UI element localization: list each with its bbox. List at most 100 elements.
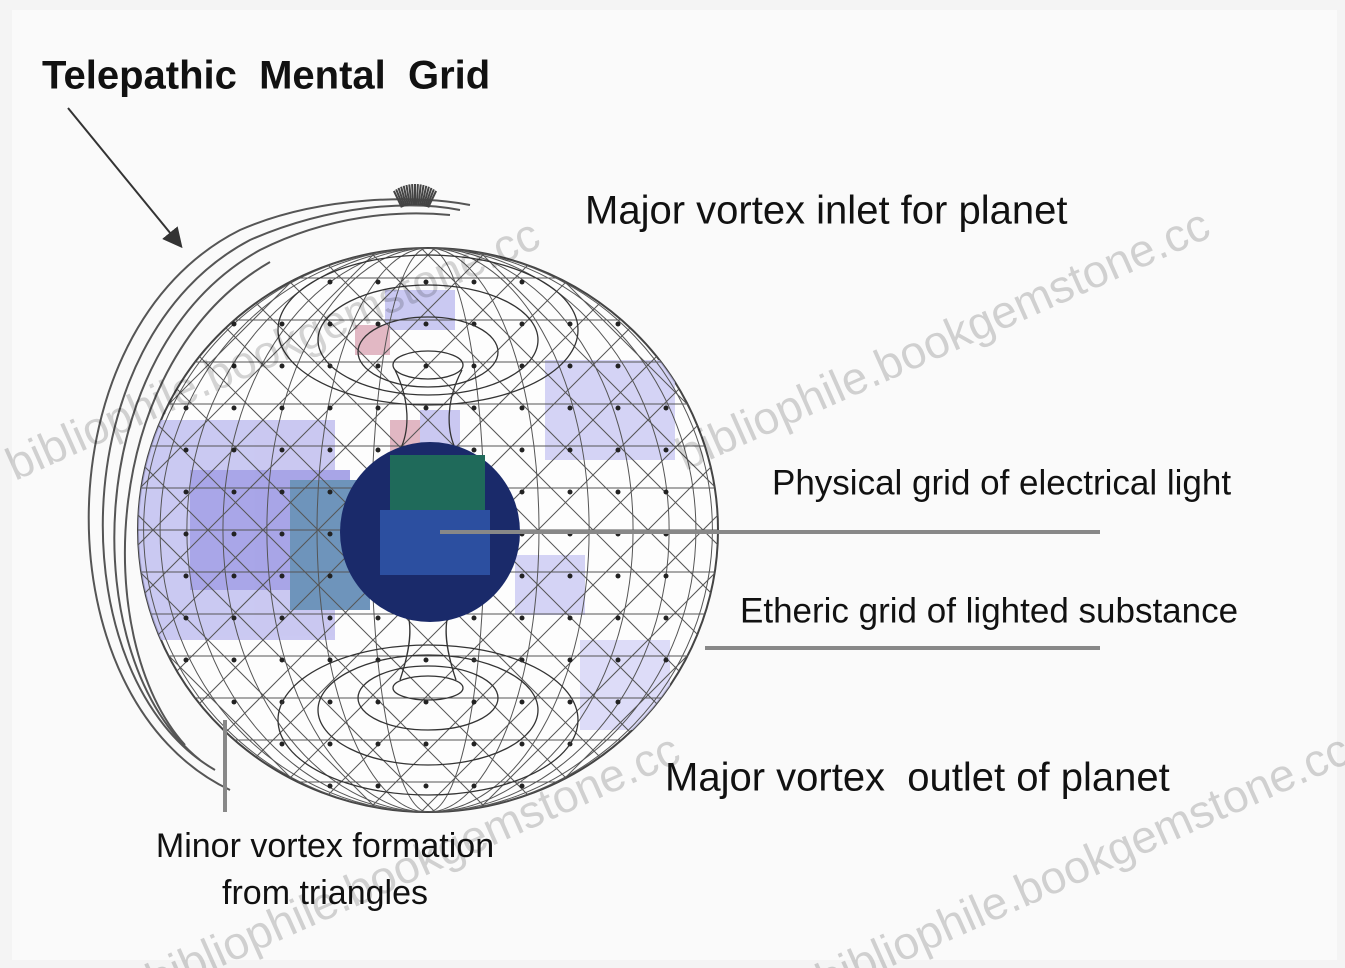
grid-node [328,784,333,789]
grid-node [184,490,189,495]
grid-node [616,574,621,579]
grid-node [472,742,477,747]
grid-node [520,406,525,411]
grid-node [376,700,381,705]
diagram: bibliophile.bookgemstone.cc bibliophile.… [0,0,1345,968]
grid-node [616,448,621,453]
grid-node [280,616,285,621]
grid-node [616,406,621,411]
grid-node [232,406,237,411]
label: Physical grid of electrical light [772,463,1231,502]
grid-node [280,448,285,453]
grid-node [520,490,525,495]
grid-node [472,700,477,705]
grid-node [376,406,381,411]
label: Major vortex inlet for planet [585,189,1067,233]
grid-node [328,742,333,747]
grid-node [424,322,429,327]
grid-node [664,616,669,621]
grid-node [520,322,525,327]
grid-node [184,574,189,579]
grid-node [328,406,333,411]
grid-node [520,700,525,705]
grid-node [280,658,285,663]
grid-node [424,364,429,369]
grid-node [232,574,237,579]
grid-node [280,490,285,495]
grid-node [568,406,573,411]
grid-node [328,574,333,579]
core-patch [380,510,490,575]
grid-node [568,658,573,663]
label: from triangles [222,874,428,912]
label: Major vortex outlet of planet [665,756,1170,800]
grid-node [376,616,381,621]
grid-node [232,658,237,663]
grid-node [568,322,573,327]
page: bibliophile.bookgemstone.cc bibliophile.… [0,0,1345,968]
grid-node [184,532,189,537]
grid-node [568,364,573,369]
grid-node [184,448,189,453]
grid-node [232,448,237,453]
label: Minor vortex formation [156,827,494,865]
grid-node [520,448,525,453]
grid-node [616,616,621,621]
ray [412,184,413,205]
grid-node [616,322,621,327]
grid-node [520,616,525,621]
grid-node [232,700,237,705]
grid-node [328,448,333,453]
grid-node [328,532,333,537]
title: Telepathic Mental Grid [42,54,490,98]
grid-node [568,448,573,453]
grid-node [232,616,237,621]
grid-node [328,658,333,663]
grid-node [616,658,621,663]
grid-node [280,406,285,411]
grid-node [376,784,381,789]
grid-node [568,616,573,621]
grid-node [376,742,381,747]
grid-node [568,490,573,495]
grid-node [664,406,669,411]
grid-node [472,364,477,369]
grid-node [472,616,477,621]
grid-node [232,490,237,495]
grid-node [616,490,621,495]
grid-node [616,364,621,369]
grid-node [424,658,429,663]
grid-node [328,280,333,285]
grid-node [232,322,237,327]
grid-node [424,784,429,789]
label: Etheric grid of lighted substance [740,591,1238,630]
grid-node [568,574,573,579]
grid-node [328,490,333,495]
grid-node [184,616,189,621]
grid-node [184,658,189,663]
grid-node [568,700,573,705]
grid-node [472,784,477,789]
grid-node [424,406,429,411]
grid-node [376,448,381,453]
grid-node [664,574,669,579]
grid-node [520,280,525,285]
grid-node [472,406,477,411]
grid-node [664,658,669,663]
core-patch [390,455,485,510]
grid-node [280,742,285,747]
grid-node [424,742,429,747]
grid-node [232,532,237,537]
grid-node [664,490,669,495]
grid-node [328,616,333,621]
grid-node [376,364,381,369]
grid-node [520,574,525,579]
grid-node [280,532,285,537]
grid-node [472,448,477,453]
ray [417,184,418,205]
grid-node [616,700,621,705]
grid-node [520,742,525,747]
grid-node [280,574,285,579]
grid-node [664,448,669,453]
grid-node [328,700,333,705]
